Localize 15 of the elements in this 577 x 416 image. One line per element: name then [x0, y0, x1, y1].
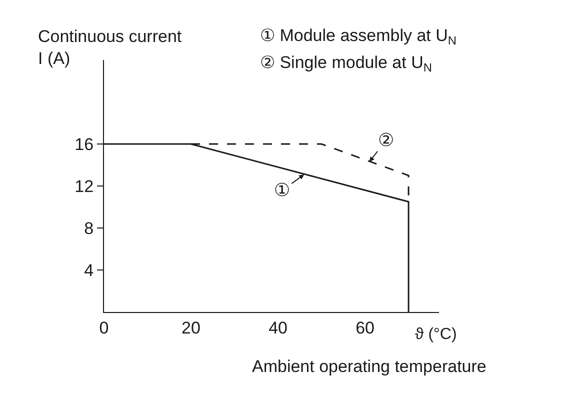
annotation: ②	[378, 130, 394, 150]
annotation: ①	[274, 180, 290, 200]
text: ① Module assembly at U$_{N}$	[260, 26, 456, 48]
y-tick-label: 16	[74, 134, 94, 154]
x-tick-label: 20	[182, 318, 200, 338]
annotation: ② Single module at U$_{N}$	[260, 53, 432, 75]
x-tick-label: 60	[356, 318, 374, 338]
y-tick-label: 12	[74, 176, 94, 196]
text: ϑ (°C)	[415, 326, 457, 343]
x-tick-label: 40	[268, 318, 288, 338]
y-tick-label: 4	[84, 260, 94, 280]
x-tick-label: 0	[99, 318, 109, 338]
x-axis-title: Ambient operating temperature	[252, 357, 486, 376]
y-axis-title: Continuous current I (A)	[38, 27, 182, 68]
y-tick-label: 8	[84, 218, 94, 238]
